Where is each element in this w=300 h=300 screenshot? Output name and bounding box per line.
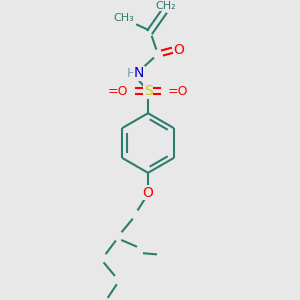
Text: N: N [134,67,144,80]
Text: CH₃: CH₃ [114,13,134,23]
Text: O: O [173,43,184,57]
Text: O: O [142,186,154,200]
Text: =O: =O [108,85,128,98]
Text: CH₂: CH₂ [156,1,176,11]
Text: =O: =O [168,85,188,98]
Text: S: S [144,84,152,98]
Text: H: H [126,67,136,80]
